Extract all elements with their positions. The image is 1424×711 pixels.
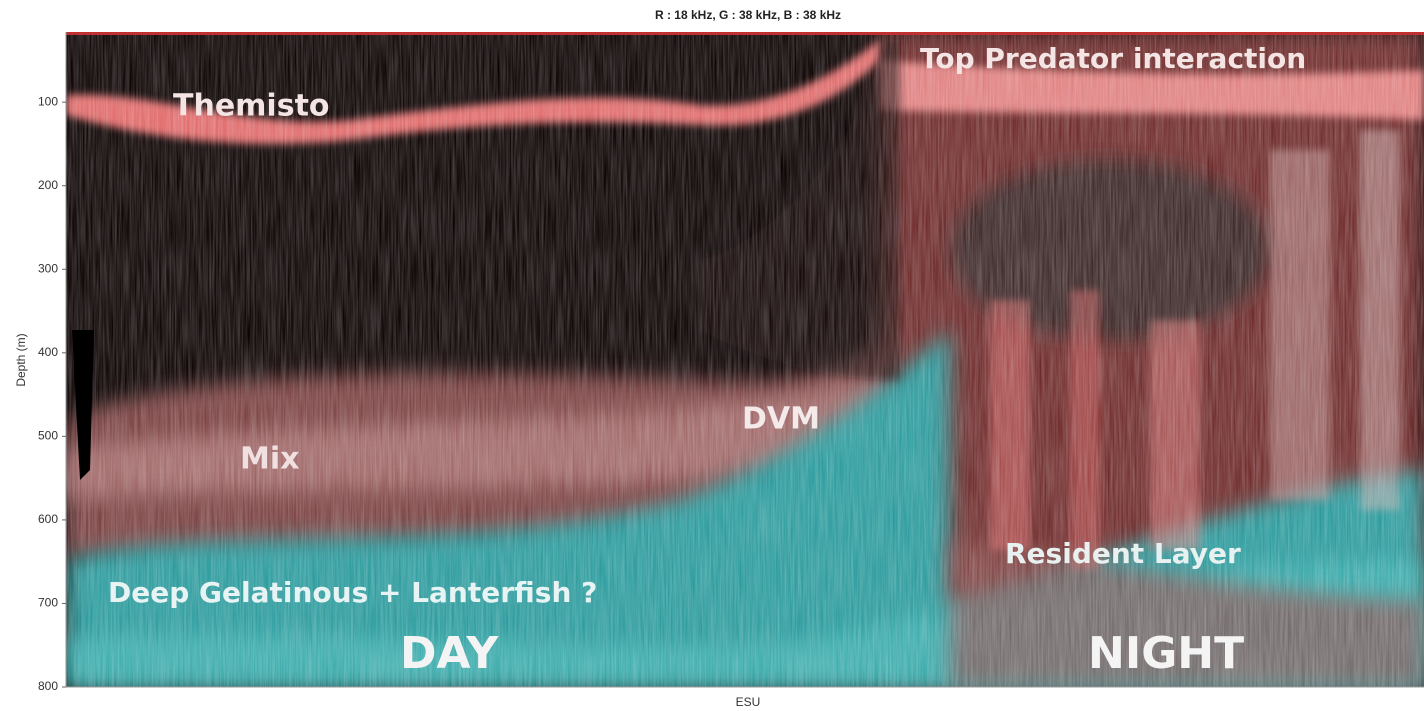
y-tick-label: 800 — [38, 679, 58, 693]
annotation: Resident Layer — [1005, 537, 1241, 570]
annotation: Top Predator interaction — [920, 42, 1306, 75]
chart-title: R : 18 kHz, G : 38 kHz, B : 38 kHz — [655, 8, 841, 22]
annotation: DVM — [742, 402, 820, 437]
y-tick-label: 700 — [38, 596, 58, 610]
y-tick-label: 200 — [38, 178, 58, 192]
y-tick-label: 100 — [38, 94, 58, 108]
annotation: DAY — [400, 628, 499, 679]
annotation: Themisto — [173, 89, 330, 124]
annotation: NIGHT — [1088, 628, 1244, 679]
echogram-image — [66, 32, 1424, 687]
y-tick-label: 400 — [38, 345, 58, 359]
x-axis-label: ESU — [736, 695, 761, 709]
annotation: Mix — [240, 442, 300, 477]
y-tick-label: 600 — [38, 512, 58, 526]
y-tick-label: 500 — [38, 429, 58, 443]
y-axis-label: Depth (m) — [14, 333, 28, 386]
y-tick-label: 300 — [38, 261, 58, 275]
annotation: Deep Gelatinous + Lanterfish ? — [108, 576, 597, 609]
